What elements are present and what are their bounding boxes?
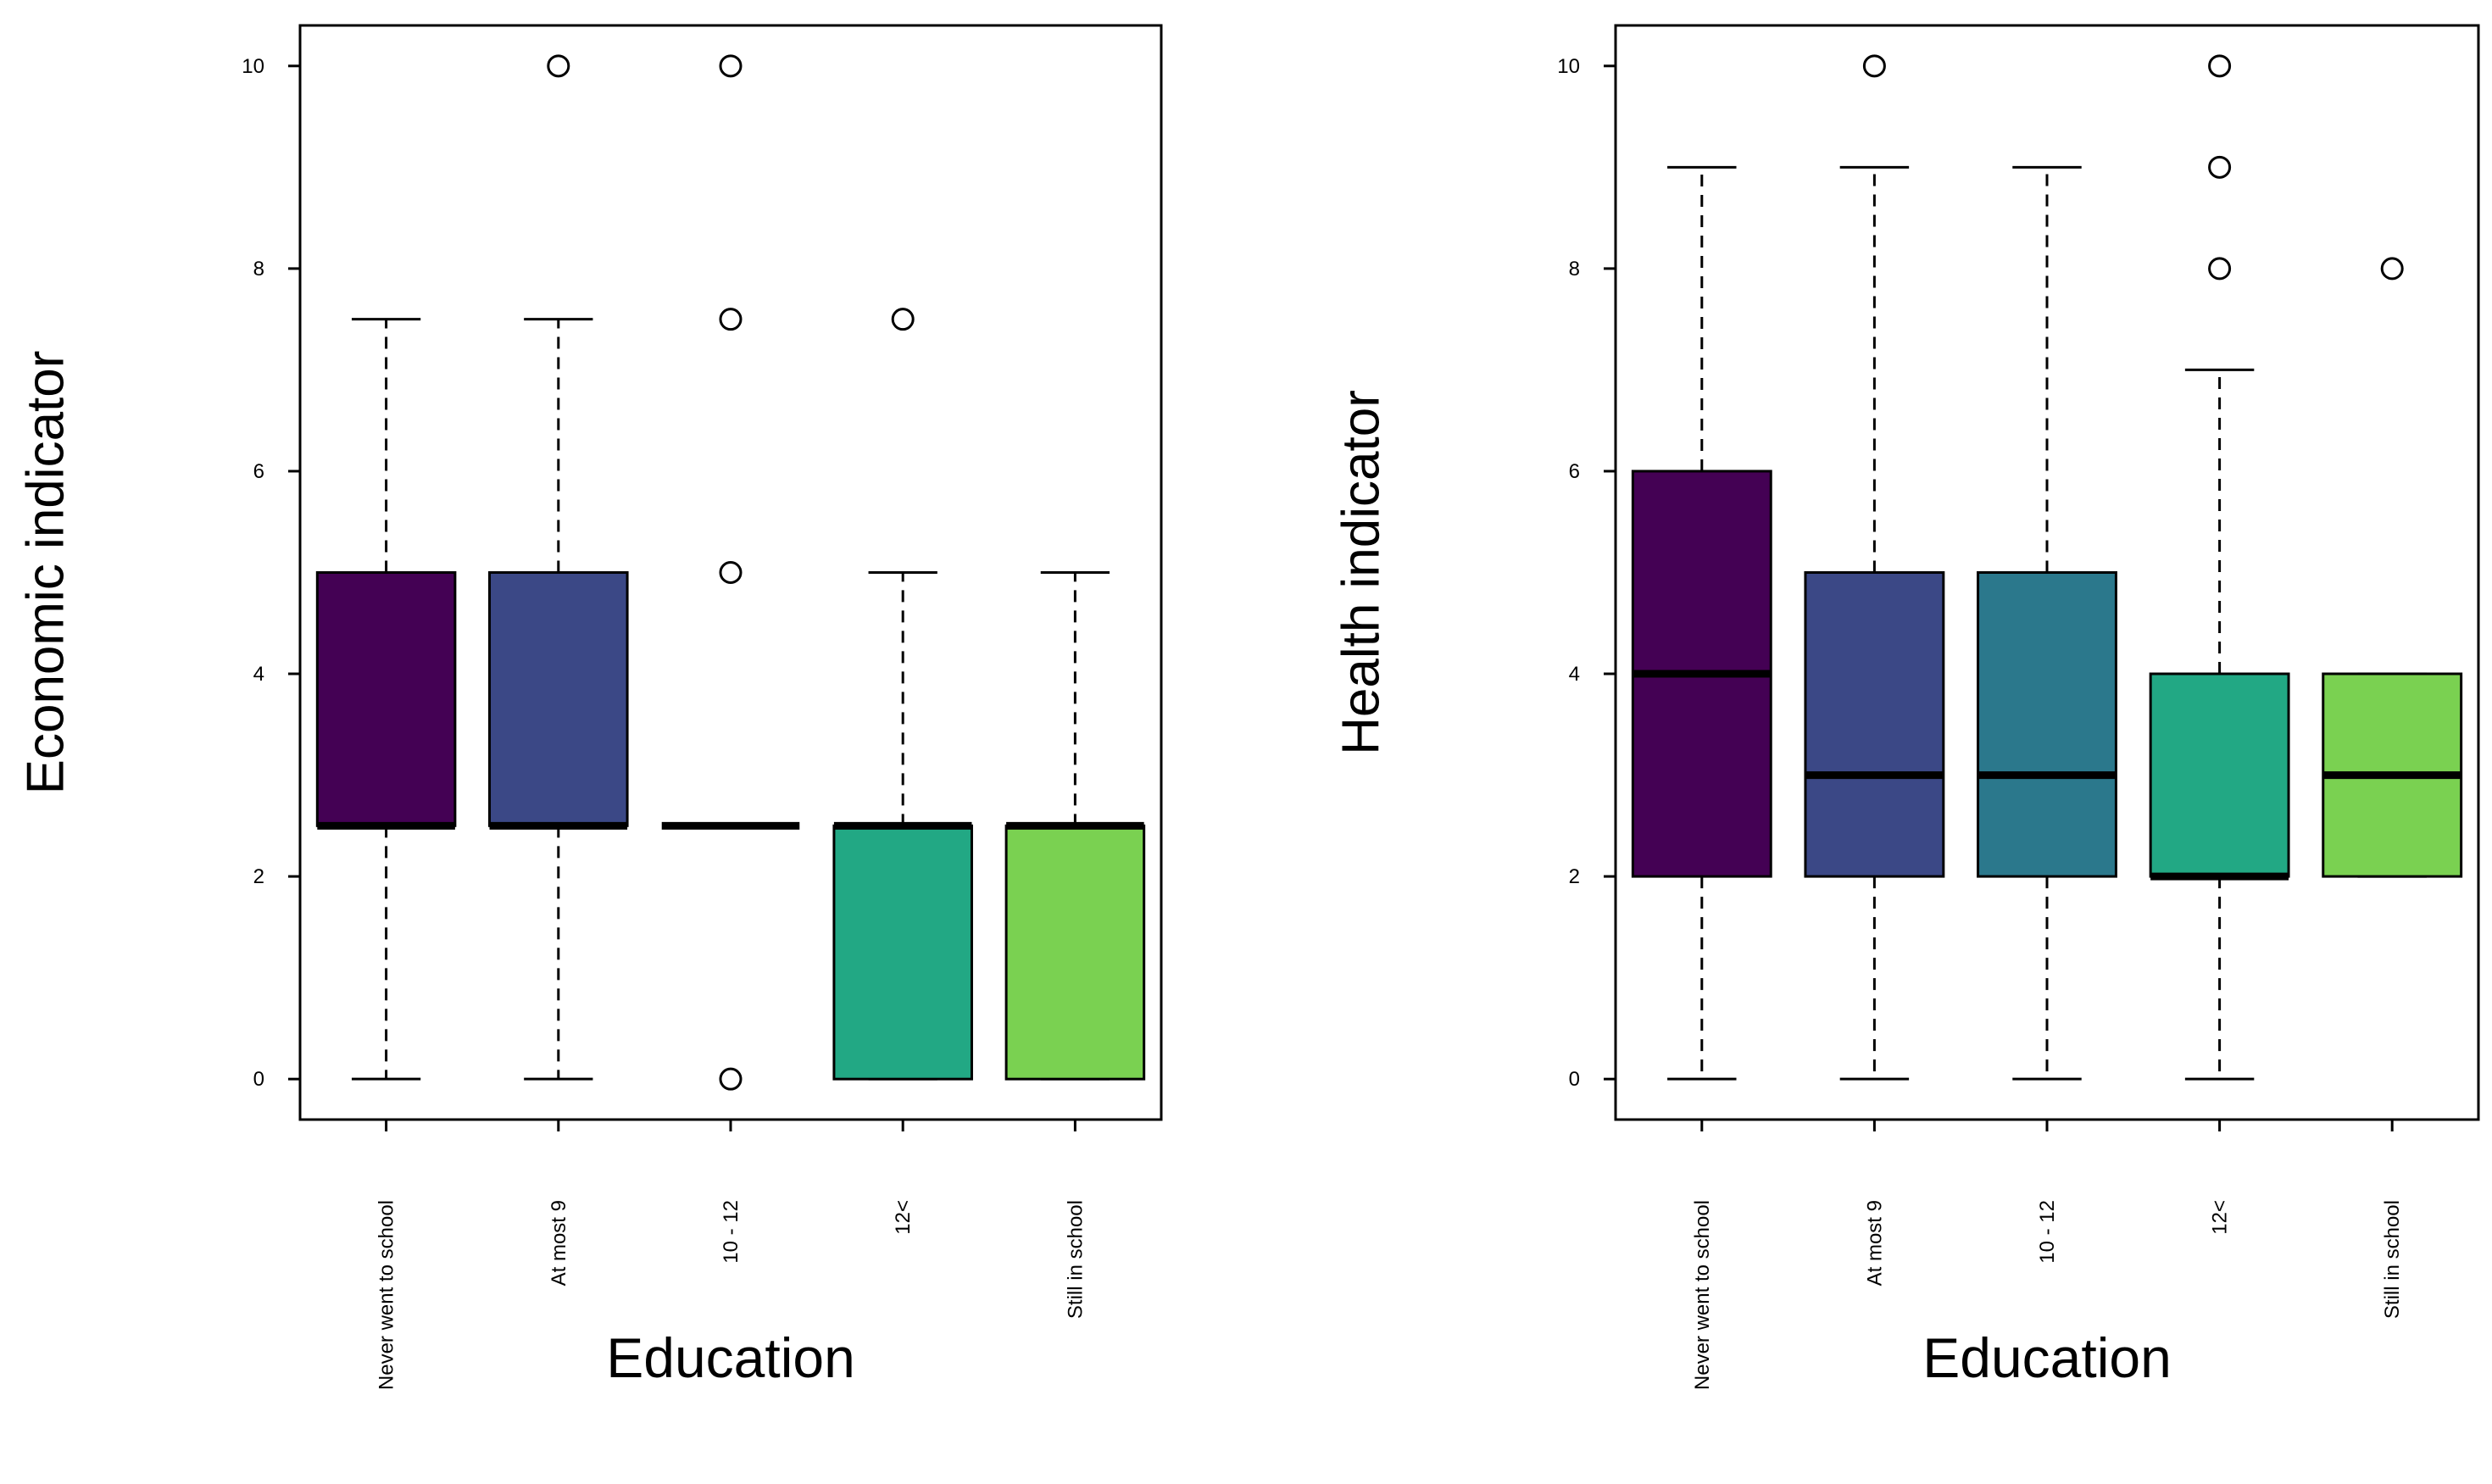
chart-1-12-outlier-0: [2208, 257, 2232, 281]
chart-0-y-tick-label-8: 8: [253, 258, 264, 281]
chart-1-never-went-to-school-category-label: Never went to school: [1691, 1200, 1714, 1390]
chart-1-12-box: [2149, 672, 2290, 878]
chart-0-12-category-label: 12<: [892, 1200, 915, 1235]
chart-1-still-in-school-outlier-0: [2380, 257, 2404, 281]
chart-0-still-in-school-category-label: Still in school: [1064, 1200, 1087, 1319]
chart-0-10-12-outlier-2: [719, 308, 743, 331]
chart-0-y-tick-label-4: 4: [253, 663, 264, 686]
chart-0-10-12-outlier-3: [719, 54, 743, 78]
chart-0-at-most-9-box: [488, 571, 629, 827]
chart-0-10-12-outlier-0: [719, 1067, 743, 1091]
chart-0-12-outlier-0: [891, 308, 915, 331]
chart-0-x-axis-title: Education: [606, 1326, 855, 1389]
chart-0-still-in-school-box: [1004, 824, 1146, 1081]
chart-0-10-12-category-label: 10 - 12: [720, 1200, 743, 1264]
chart-0-at-most-9-category-label: At most 9: [548, 1200, 570, 1286]
chart-0-never-went-to-school-box: [315, 571, 457, 827]
chart-0-12-box: [832, 824, 973, 1081]
chart-1-y-tick-label-0: 0: [1569, 1068, 1580, 1091]
chart-1-y-axis-title: Health indicator: [1332, 390, 1390, 755]
chart-1-12-category-label: 12<: [2209, 1200, 2232, 1235]
chart-1-10-12-category-label: 10 - 12: [2036, 1200, 2059, 1264]
chart-1-y-tick-label-6: 6: [1569, 460, 1580, 483]
chart-1-y-tick-label-8: 8: [1569, 258, 1580, 281]
chart-1-at-most-9-category-label: At most 9: [1863, 1200, 1886, 1286]
chart-0-never-went-to-school-category-label: Never went to school: [375, 1200, 398, 1390]
chart-1-12-outlier-2: [2208, 54, 2232, 78]
chart-0-y-tick-label-6: 6: [253, 460, 264, 483]
chart-0-y-tick-label-0: 0: [253, 1068, 264, 1091]
chart-1-at-most-9-box: [1804, 571, 1945, 878]
chart-1-x-axis-title: Education: [1922, 1326, 2172, 1389]
chart-1-still-in-school-category-label: Still in school: [2381, 1200, 2404, 1319]
chart-1-y-tick-label-2: 2: [1569, 865, 1580, 888]
chart-0-10-12-outlier-1: [719, 561, 743, 584]
chart-0-y-tick-label-2: 2: [253, 865, 264, 888]
economic-indicator-chart: 0 2 4 6 8 10 Never went to school At most 9 10 -…: [16, 24, 1163, 1390]
chart-0-y-axis-title: Economic indicator: [16, 351, 75, 795]
chart-1-y-tick-label-4: 4: [1569, 663, 1580, 686]
chart-0-y-tick-label-10: 10: [242, 55, 264, 78]
chart-1-at-most-9-outlier-0: [1862, 54, 1886, 78]
chart-1-12-outlier-1: [2208, 155, 2232, 179]
chart-1-10-12-box: [1977, 571, 2117, 878]
chart-0-at-most-9-outlier-0: [547, 54, 570, 78]
chart-1-y-tick-label-10: 10: [1557, 55, 1580, 78]
health-indicator-chart: 0 2 4 6 8 10 Never went to school At most 9 10 -…: [1332, 24, 2480, 1390]
